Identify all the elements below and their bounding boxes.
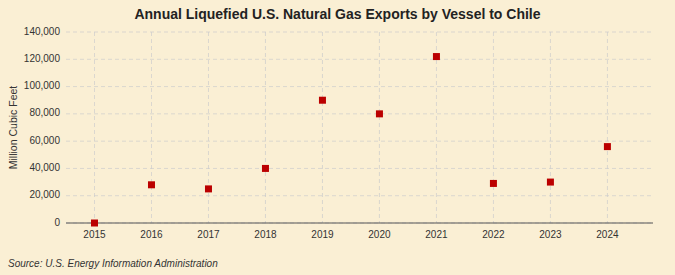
point [205,185,212,192]
x-grid-line [322,32,323,223]
x-grid-line [607,32,608,223]
point [148,181,155,188]
y-tick-label: 0 [54,217,60,228]
x-grid-line [379,32,380,223]
x-tick-label: 2017 [197,229,220,240]
y-tick-label: 20,000 [29,189,60,200]
page: {"chart_data": {"type": "scatter", "titl… [0,0,675,275]
y-tick-label: 80,000 [29,107,60,118]
y-grid-line [66,141,653,142]
point [490,180,497,187]
point [262,165,269,172]
x-grid-line [436,32,437,223]
x-tick-label: 2021 [425,229,448,240]
y-grid-line [66,59,653,60]
x-tick-label: 2016 [140,229,163,240]
x-grid-line [94,32,95,223]
x-grid-line [493,32,494,223]
x-tick-label: 2020 [368,229,391,240]
point [91,220,98,227]
grid [66,32,653,223]
x-tick-label: 2022 [482,229,505,240]
y-tick-label: 120,000 [24,53,61,64]
x-tick-label: 2024 [596,229,619,240]
y-grid-line [66,195,653,196]
x-axis-line [66,223,653,224]
y-tick-label: 140,000 [24,26,61,37]
source-note: Source: U.S. Energy Information Administ… [8,258,218,269]
x-tick-label: 2019 [311,229,334,240]
y-tick-label: 100,000 [24,80,61,91]
x-grid-line [208,32,209,223]
y-grid-line [66,223,653,224]
x-tick-label: 2018 [254,229,277,240]
point [547,179,554,186]
point [319,97,326,104]
y-axis-label: Million Cubic Feet [7,86,19,170]
y-grid-line [66,32,653,33]
y-tick-label: 60,000 [29,135,60,146]
y-grid-line [66,168,653,169]
y-grid-line [66,86,653,87]
x-tick-label: 2015 [83,229,106,240]
y-grid-line [66,113,653,114]
point [604,143,611,150]
title: Annual Liquefied U.S. Natural Gas Export… [134,6,540,22]
x-grid-line [151,32,152,223]
axes: 0 20,000 40,000 60,000 80,000 100,000 120,000 1… [24,26,653,240]
x-tick-label: 2023 [539,229,562,240]
background [0,0,675,275]
x-grid-line [265,32,266,223]
marks [91,53,611,226]
chart: 0 20,000 40,000 60,000 80,000 100,000 120,000 1… [0,0,675,275]
point [376,110,383,117]
point [433,53,440,60]
x-grid-line [550,32,551,223]
y-tick-label: 40,000 [29,162,60,173]
